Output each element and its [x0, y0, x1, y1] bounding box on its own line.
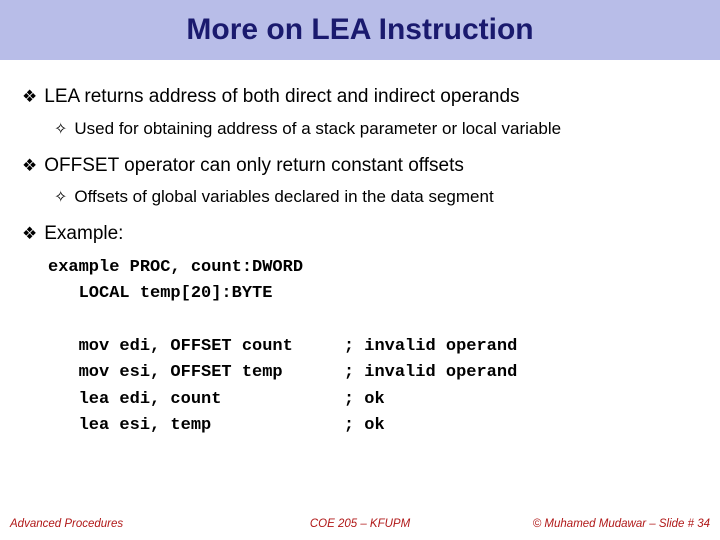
- code-example: example PROC, count:DWORD LOCAL temp[20]…: [48, 255, 698, 439]
- bullet-2-sub: ✧ Offsets of global variables declared in…: [54, 186, 698, 209]
- cross-bullet-icon: ✧: [54, 189, 67, 206]
- bullet-3-text: Example:: [44, 223, 123, 244]
- footer-left: Advanced Procedures: [10, 518, 123, 530]
- content-area: ❖ LEA returns address of both direct and …: [0, 60, 720, 439]
- bullet-2-text: OFFSET operator can only return constant…: [44, 155, 464, 176]
- footer: Advanced Procedures COE 205 – KFUPM © Mu…: [10, 518, 710, 530]
- bullet-2: ❖ OFFSET operator can only return constan…: [22, 153, 698, 179]
- bullet-2-sub-text: Offsets of global variables declared in …: [74, 187, 493, 206]
- bullet-1-sub: ✧ Used for obtaining address of a stack p…: [54, 118, 698, 141]
- bullet-1: ❖ LEA returns address of both direct and …: [22, 84, 698, 110]
- slide-title: More on LEA Instruction: [186, 13, 533, 47]
- footer-center: COE 205 – KFUPM: [310, 518, 410, 530]
- diamond-bullet-icon: ❖: [22, 224, 37, 243]
- footer-right: © Muhamed Mudawar – Slide # 34: [533, 518, 710, 530]
- diamond-bullet-icon: ❖: [22, 156, 37, 175]
- title-bar: More on LEA Instruction: [0, 0, 720, 60]
- bullet-1-text: LEA returns address of both direct and i…: [44, 86, 519, 107]
- diamond-bullet-icon: ❖: [22, 87, 37, 106]
- bullet-1-sub-text: Used for obtaining address of a stack pa…: [74, 119, 561, 138]
- bullet-3: ❖ Example:: [22, 221, 698, 247]
- cross-bullet-icon: ✧: [54, 121, 67, 138]
